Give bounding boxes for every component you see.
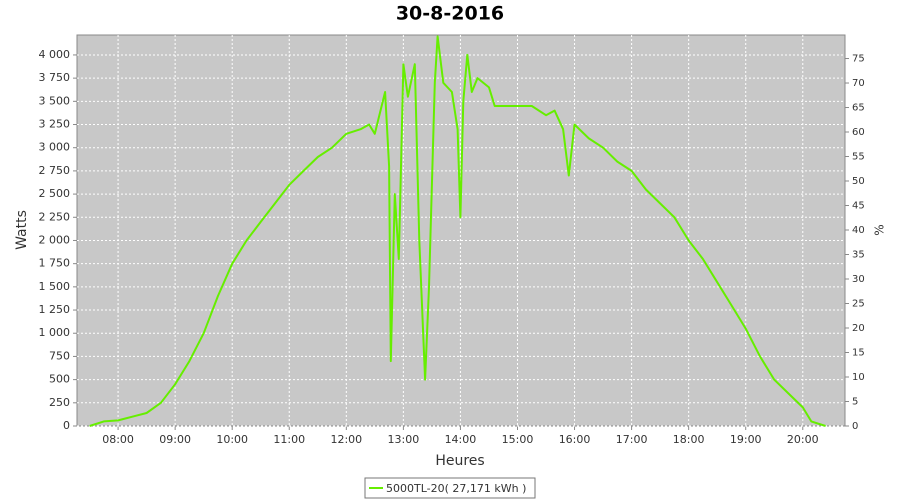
y2-tick-label: 70 bbox=[852, 78, 865, 89]
chart-title: 30-8-2016 bbox=[396, 3, 504, 25]
y-tick-label: 4 000 bbox=[39, 48, 71, 61]
y2-tick-label: 25 bbox=[852, 299, 865, 310]
x-tick-label: 13:00 bbox=[388, 433, 420, 446]
y-tick-label: 2 500 bbox=[39, 187, 71, 200]
y-axis-label: Watts bbox=[14, 210, 30, 250]
y-tick-label: 500 bbox=[49, 373, 70, 386]
x-tick-label: 12:00 bbox=[330, 433, 362, 446]
y2-tick-label: 50 bbox=[852, 176, 865, 187]
x-tick-label: 14:00 bbox=[445, 433, 477, 446]
y-tick-label: 3 000 bbox=[39, 141, 71, 154]
x-tick-label: 15:00 bbox=[502, 433, 534, 446]
y-tick-label: 3 750 bbox=[39, 71, 71, 84]
x-tick-label: 09:00 bbox=[159, 433, 191, 446]
y2-tick-label: 60 bbox=[852, 127, 865, 138]
y2-tick-label: 40 bbox=[852, 225, 865, 236]
x-tick-label: 18:00 bbox=[673, 433, 705, 446]
y-tick-label: 1 250 bbox=[39, 303, 71, 316]
y-tick-label: 0 bbox=[63, 419, 70, 432]
y2-tick-label: 20 bbox=[852, 323, 865, 334]
y2-axis-label: % bbox=[873, 224, 887, 235]
y2-tick-label: 15 bbox=[852, 348, 865, 359]
x-tick-label: 20:00 bbox=[787, 433, 819, 446]
y-tick-label: 1 000 bbox=[39, 326, 71, 339]
y-tick-label: 1 750 bbox=[39, 257, 71, 270]
y-tick-label: 750 bbox=[49, 349, 70, 362]
y-tick-label: 3 500 bbox=[39, 94, 71, 107]
y-tick-label: 1 500 bbox=[39, 280, 71, 293]
x-tick-label: 11:00 bbox=[273, 433, 305, 446]
y2-tick-label: 0 bbox=[852, 421, 858, 432]
y2-tick-label: 35 bbox=[852, 250, 865, 261]
x-axis-label: Heures bbox=[435, 453, 484, 469]
y-tick-label: 2 000 bbox=[39, 233, 71, 246]
x-tick-label: 17:00 bbox=[616, 433, 648, 446]
x-tick-label: 19:00 bbox=[730, 433, 762, 446]
legend-box bbox=[364, 477, 536, 499]
y2-tick-label: 10 bbox=[852, 372, 865, 383]
y2-tick-label: 30 bbox=[852, 274, 865, 285]
y-tick-label: 2 750 bbox=[39, 164, 71, 177]
plot-area bbox=[76, 34, 846, 427]
y2-tick-label: 65 bbox=[852, 103, 865, 114]
legend-label: 5000TL-20( 27,171 kWh ) bbox=[386, 482, 526, 495]
y2-tick-label: 5 bbox=[852, 397, 858, 408]
x-tick-label: 16:00 bbox=[559, 433, 591, 446]
x-tick-label: 08:00 bbox=[102, 433, 134, 446]
y-tick-label: 3 250 bbox=[39, 118, 71, 131]
y2-tick-label: 75 bbox=[852, 54, 865, 65]
y-tick-label: 2 250 bbox=[39, 210, 71, 223]
series-line bbox=[89, 35, 826, 427]
x-tick-label: 10:00 bbox=[216, 433, 248, 446]
y2-tick-label: 45 bbox=[852, 201, 865, 212]
y2-tick-label: 55 bbox=[852, 152, 865, 163]
y-tick-label: 250 bbox=[49, 396, 70, 409]
